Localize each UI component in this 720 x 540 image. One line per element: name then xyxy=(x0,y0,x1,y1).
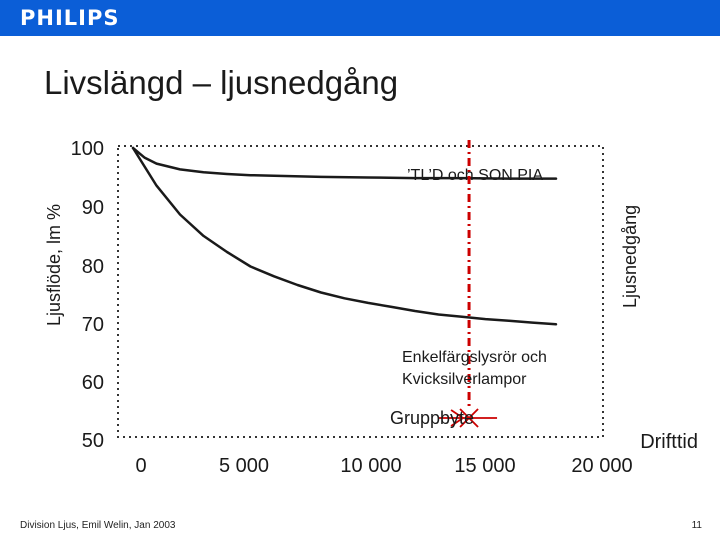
y-tick-label: 90 xyxy=(82,197,104,219)
marker-cross-2 xyxy=(459,408,479,428)
footer-text: Division Ljus, Emil Welin, Jan 2003 xyxy=(20,520,176,531)
series-label-tld: ’TL’D och SON PIA xyxy=(407,167,543,184)
x-tick-label: 15 000 xyxy=(454,455,515,477)
y-tick-label: 60 xyxy=(82,372,104,394)
philips-logo: PHILIPS xyxy=(20,6,120,30)
x-tick-label: 5 000 xyxy=(219,455,269,477)
marker-arrow-head xyxy=(450,409,465,427)
y-axis-ticks: 100 90 80 70 60 50 xyxy=(71,138,104,452)
right-axis-label: Ljusnedgång xyxy=(620,205,640,308)
x-tick-label: 20 000 xyxy=(571,455,632,477)
series-line-enkelfargslysror xyxy=(131,146,558,326)
series-group xyxy=(131,146,558,326)
plot-area xyxy=(117,145,604,438)
y-tick-label: 80 xyxy=(82,256,104,278)
marker-label: Gruppbyte xyxy=(390,408,474,428)
x-axis-ticks: 0 5 000 10 000 15 000 20 000 xyxy=(135,455,632,477)
x-tick-label: 10 000 xyxy=(340,455,401,477)
top-bar: PHILIPS xyxy=(0,0,720,36)
series-label-enkel-line2: Kvicksilverlampor xyxy=(402,371,527,388)
slide-title: Livslängd – ljusnedgång xyxy=(44,64,399,101)
y-axis-label: Ljusflöde, lm % xyxy=(44,204,64,326)
y-tick-label: 50 xyxy=(82,430,104,452)
x-tick-label: 0 xyxy=(135,455,146,477)
page-number: 11 xyxy=(691,520,702,531)
group-replacement-marker xyxy=(439,140,498,428)
series-line-tld-son-pia xyxy=(131,146,558,180)
series-label-enkel-line1: Enkelfärgslysrör och xyxy=(402,349,547,366)
x-axis-label: Drifttid xyxy=(640,431,698,453)
y-tick-label: 70 xyxy=(82,314,104,336)
y-tick-label: 100 xyxy=(71,138,104,160)
